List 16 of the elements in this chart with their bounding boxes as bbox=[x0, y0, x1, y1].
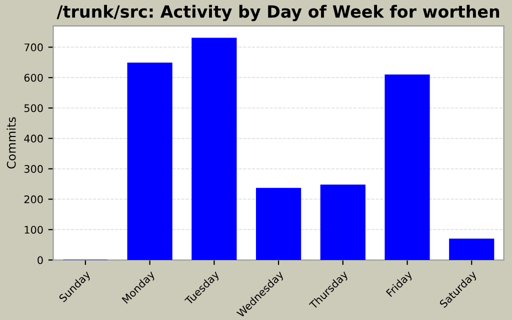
y-tick-label: 400 bbox=[24, 134, 43, 143]
bar bbox=[320, 184, 366, 260]
y-tick-label: 600 bbox=[24, 74, 43, 82]
bar bbox=[192, 38, 237, 260]
bar bbox=[449, 238, 494, 260]
y-tick-label: 300 bbox=[24, 165, 43, 173]
bar bbox=[256, 188, 302, 260]
y-tick-label: 0 bbox=[38, 256, 43, 264]
bar bbox=[127, 62, 172, 260]
y-tick-label: 700 bbox=[24, 43, 43, 52]
y-tick-label: 100 bbox=[24, 226, 43, 234]
bar bbox=[384, 74, 430, 260]
chart-title: /trunk/src: Activity by Day of Week for worthen bbox=[56, 4, 500, 22]
y-axis-title: Commits bbox=[6, 117, 16, 169]
y-tick-label: 200 bbox=[24, 195, 43, 204]
y-tick-label: 500 bbox=[24, 104, 43, 112]
